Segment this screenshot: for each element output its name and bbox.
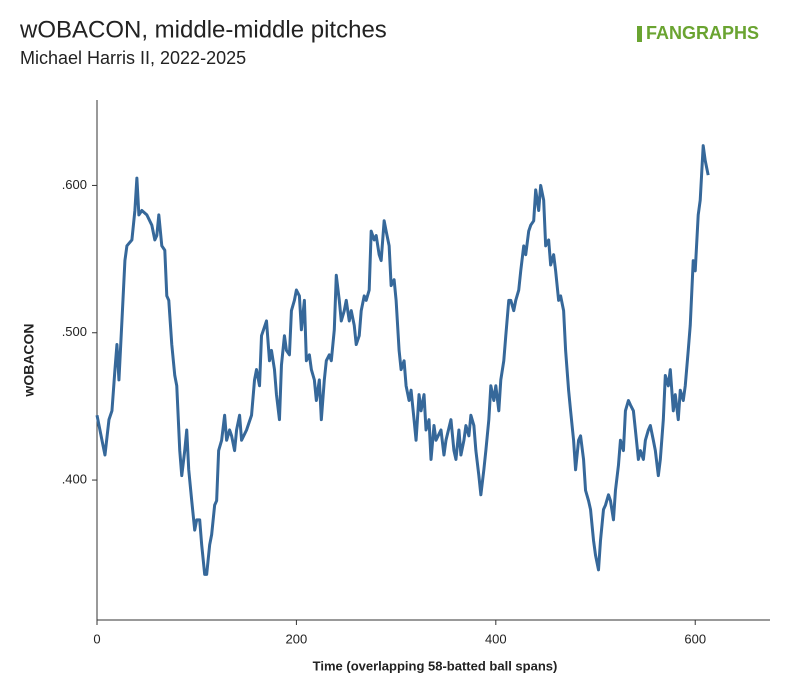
y-tick-label: .500 bbox=[62, 324, 87, 339]
y-tick-label: .400 bbox=[62, 471, 87, 486]
x-tick-label: 200 bbox=[286, 631, 308, 646]
x-axis-label: Time (overlapping 58-batted ball spans) bbox=[313, 658, 558, 673]
logo: FANGRAPHS bbox=[646, 23, 759, 43]
line bbox=[95, 144, 710, 576]
x-tick-label: 600 bbox=[684, 631, 706, 646]
y-tick-label: .600 bbox=[62, 177, 87, 192]
y-axis-label: wOBACON bbox=[21, 323, 37, 397]
logo-mark bbox=[637, 26, 642, 42]
chart-subtitle: Michael Harris II, 2022-2025 bbox=[20, 48, 246, 68]
x-tick-label: 400 bbox=[485, 631, 507, 646]
chart-title: wOBACON, middle-middle pitches bbox=[19, 16, 387, 43]
x-tick-label: 0 bbox=[93, 631, 100, 646]
